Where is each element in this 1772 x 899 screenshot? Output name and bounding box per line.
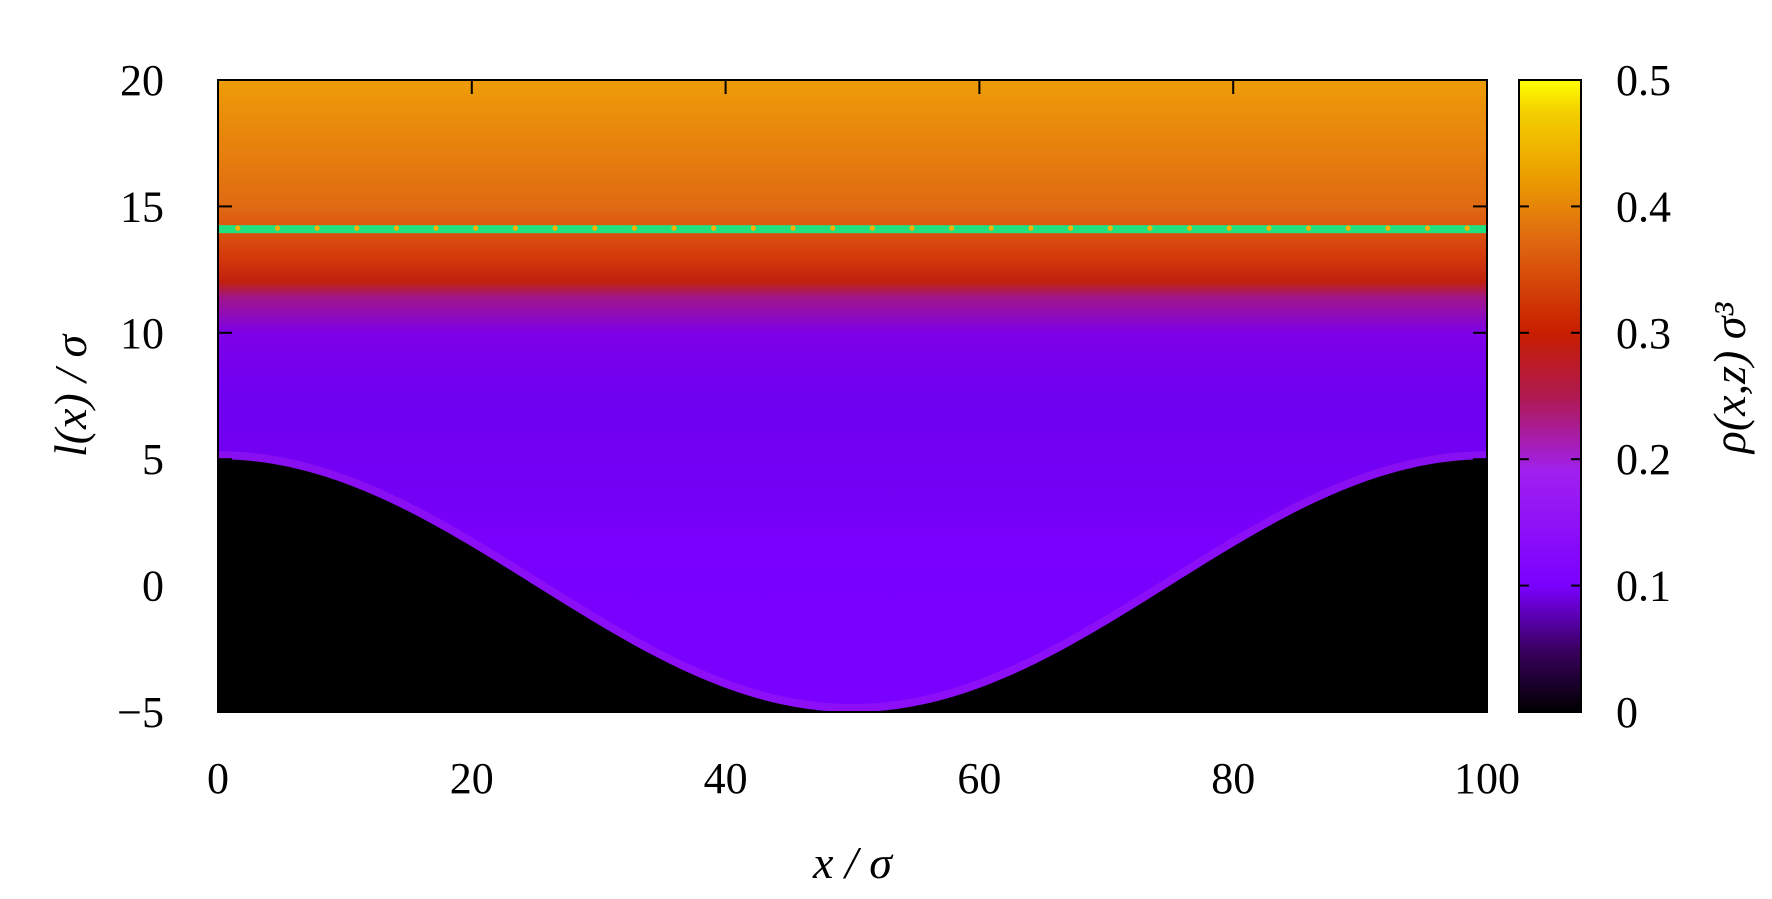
y-tick-label: 20 xyxy=(120,56,164,105)
interface-marker xyxy=(988,225,994,231)
interface-marker xyxy=(949,225,955,231)
interface-marker xyxy=(1028,225,1034,231)
colorbar-tick-label: 0.4 xyxy=(1616,182,1671,231)
colorbar-tick-label: 0 xyxy=(1616,688,1638,737)
interface-marker xyxy=(473,225,479,231)
interface-marker xyxy=(869,225,875,231)
colorbar-axis: 0 0.1 0.2 0.3 0.4 0.5 xyxy=(1519,56,1671,737)
y-tick-label: 0 xyxy=(142,562,164,611)
interface-marker xyxy=(1305,225,1312,231)
substrate-region xyxy=(218,459,1487,712)
interface-marker xyxy=(909,225,915,231)
interface-markers xyxy=(235,225,1470,231)
interface-marker xyxy=(393,225,400,231)
y-tick-label: −5 xyxy=(117,688,164,737)
interface-marker xyxy=(274,225,281,231)
colorbar-title: ρ(x,z) σ³ xyxy=(1704,302,1755,456)
colorbar xyxy=(1518,79,1582,713)
x-axis: 0 20 40 60 80 100 xyxy=(207,80,1520,803)
substrate-surface-layer xyxy=(218,451,1487,712)
interface-marker xyxy=(1464,225,1470,231)
colorbar-tick-label: 0.2 xyxy=(1616,435,1671,484)
colorbar-tick-label: 0.1 xyxy=(1616,562,1671,611)
interface-marker xyxy=(433,225,439,231)
interface-marker xyxy=(1186,225,1193,231)
interface-marker xyxy=(830,225,836,231)
y-axis-title: l(x) / σ xyxy=(45,333,96,458)
interface-marker xyxy=(790,225,796,231)
interface-marker xyxy=(512,225,519,231)
x-tick-label: 0 xyxy=(207,754,229,803)
y-tick-label: 15 xyxy=(120,182,164,231)
interface-marker xyxy=(1226,225,1232,231)
interface-marker xyxy=(1147,225,1153,231)
x-tick-label: 20 xyxy=(450,754,494,803)
interface-marker xyxy=(354,225,360,231)
interface-marker xyxy=(1385,225,1391,231)
y-tick-label: 5 xyxy=(142,435,164,484)
x-tick-label: 40 xyxy=(704,754,748,803)
interface-marker xyxy=(1345,225,1351,231)
colorbar-tick-label: 0.5 xyxy=(1616,56,1671,105)
y-tick-label: 10 xyxy=(120,309,164,358)
interface-marker xyxy=(1107,225,1113,231)
x-tick-label: 80 xyxy=(1211,754,1255,803)
x-tick-label: 100 xyxy=(1454,754,1520,803)
y-axis: −5 0 5 10 15 20 xyxy=(117,56,1487,737)
interface-marker xyxy=(1266,225,1272,231)
interface-marker xyxy=(671,225,677,231)
interface-marker xyxy=(592,225,598,231)
x-tick-label: 60 xyxy=(957,754,1001,803)
interface-marker xyxy=(631,225,637,231)
interface-marker xyxy=(711,225,717,231)
interface-marker xyxy=(314,225,320,231)
liquid-vapor-interface xyxy=(218,225,1487,234)
interface-marker xyxy=(552,225,558,231)
colorbar-tick-label: 0.3 xyxy=(1616,309,1671,358)
interface-marker xyxy=(1424,225,1431,231)
interface-marker xyxy=(235,225,241,231)
interface-marker xyxy=(1068,225,1074,231)
interface-marker xyxy=(750,225,756,231)
plot-frame xyxy=(217,79,1488,713)
x-axis-title: x / σ xyxy=(812,837,894,888)
